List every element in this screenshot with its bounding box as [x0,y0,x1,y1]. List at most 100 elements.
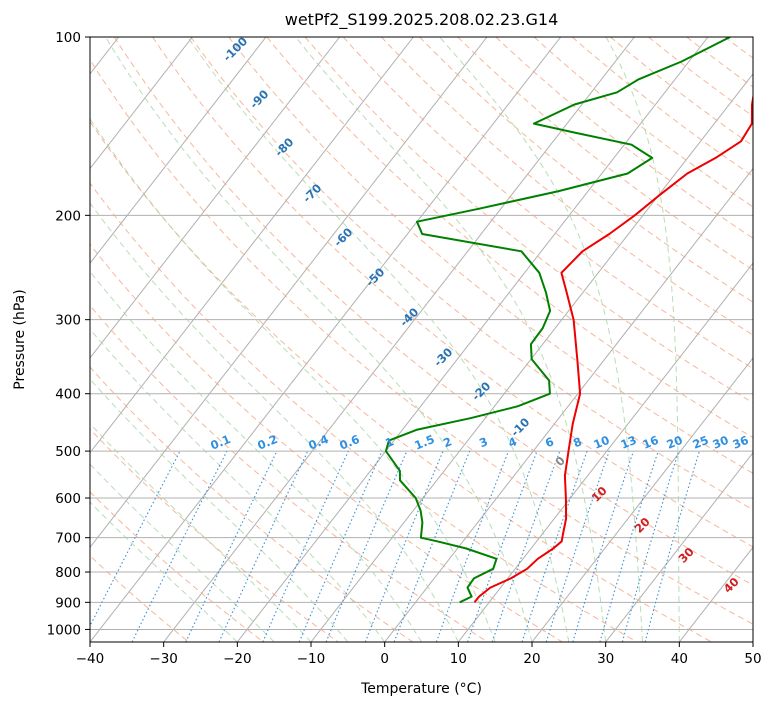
x-tick-label: −20 [223,651,252,667]
y-tick-label: 100 [55,30,81,46]
y-tick-label: 900 [55,595,81,611]
dry-adiabat-line [342,37,753,370]
dry-adiabat-line [304,37,753,404]
mixing-ratio-label: 6 [543,434,556,450]
plot-frame [89,36,754,643]
mixing-ratio-line [621,450,680,642]
moist-adiabat-line [90,463,275,642]
dry-adiabat-label: 40 [721,575,742,596]
mixing-ratio-label: 13 [618,433,638,452]
dry-adiabat-line [533,37,753,208]
x-tick-label: −40 [76,651,105,667]
x-tick-label: 50 [744,651,761,667]
dry-adiabat-line [266,37,753,439]
y-tick-label: 700 [55,531,81,547]
dry-adiabat-line [90,243,563,642]
mixing-ratio-line [262,450,349,642]
y-tick-label: 500 [55,444,81,460]
x-tick-label: 40 [671,651,688,667]
moist-adiabat-line [90,202,459,642]
mixing-ratio-line [521,450,588,642]
moist-adiabat-line [439,37,643,642]
y-tick-label: 400 [55,387,81,403]
isotherm-line [752,641,753,642]
dry-adiabat-label: -60 [331,225,356,250]
mixing-ratio-line [90,450,181,628]
y-tick-label: 1000 [47,622,81,638]
mixing-ratio-label: 30 [710,433,730,452]
isotherm-line [310,73,753,642]
dry-adiabat-line [90,366,414,642]
y-tick-label: 600 [55,491,81,507]
mixing-ratio-line [491,450,561,642]
moist-adiabat-line [295,37,607,642]
x-tick-label: −10 [297,651,326,667]
isotherm-line [531,357,753,642]
dry-adiabat-label: -90 [247,87,272,112]
mixing-ratio-line [644,450,700,642]
mixing-ratio-label: 1 [383,434,396,450]
x-tick-label: 10 [450,651,467,667]
moist-adiabat-line [605,37,680,642]
y-tick-label: 800 [55,565,81,581]
dry-adiabat-line [686,37,753,88]
dry-adiabat-line [90,120,712,642]
dry-adiabat-label: -70 [300,181,325,206]
moist-adiabat-line [105,37,533,642]
mixing-ratio-label: 3 [477,434,490,450]
mixing-ratio-label: 20 [664,433,684,452]
mixing-ratio-line [364,450,444,642]
moist-adiabat-line [90,422,312,642]
dry-adiabat-label: -40 [397,305,422,330]
dry-adiabat-label: -80 [272,135,297,160]
dry-adiabat-label: 10 [589,484,610,505]
y-axis-label: Pressure (hPa) [12,289,28,389]
mixing-ratio-label: 0.1 [208,432,232,453]
dry-adiabat-line [90,428,339,642]
dry-adiabat-line [648,37,753,117]
y-tick-label: 300 [55,313,81,329]
dry-adiabat-line [763,37,775,642]
dry-adiabat-line [457,37,753,271]
moist-adiabat-line [90,501,238,642]
x-axis-label: Temperature (°C) [360,681,482,697]
mixing-ratio-line [572,450,635,642]
mixing-ratio-line [325,450,408,642]
isotherm-line [457,262,753,642]
dry-adiabat-line [90,491,264,642]
isotherm-line [90,37,341,359]
mixing-ratio-label: 16 [640,433,660,452]
moist-adiabat-line [187,37,570,642]
mixing-ratio-line [131,450,228,642]
dry-adiabat-line [495,37,753,239]
mixing-ratio-label: 0.2 [255,432,279,453]
mixing-ratio-line [599,450,659,642]
x-tick-label: 20 [523,651,540,667]
dry-adiabat-line [90,58,753,625]
mixing-ratio-label: 10 [591,433,611,452]
moist-adiabat-line [90,270,422,642]
mixing-ratio-line [435,450,510,642]
y-tick-label: 200 [55,208,81,224]
mixing-ratio-line [218,450,309,642]
dewpoint-profile-line [384,37,731,604]
mixing-ratio-label: 0.6 [337,432,361,453]
mixing-ratio-label: 2 [441,434,454,450]
mixing-ratio-label: 0.4 [306,432,330,453]
isotherm-line [605,451,753,642]
dry-adiabat-label: -100 [220,34,250,64]
mixing-ratio-line [545,450,610,642]
temperature-profile-line [473,92,753,603]
mixing-ratio-label: 25 [690,433,710,452]
moist-adiabat-line [90,117,496,642]
mixing-ratio-label: 1.5 [412,432,436,453]
isotherm-line [90,37,562,642]
axis-ticks: −40 −30 −20 −10 0 10 20 30 40 5010020030040050060… [47,30,762,667]
dry-adiabat-line [113,37,753,586]
chart-title: wetPf2_S199.2025.208.02.23.G14 [285,10,559,30]
isotherm-line [90,37,267,265]
isotherm-line [236,37,709,642]
moist-adiabat-line [90,328,386,642]
mixing-ratio-label: 36 [730,433,750,452]
